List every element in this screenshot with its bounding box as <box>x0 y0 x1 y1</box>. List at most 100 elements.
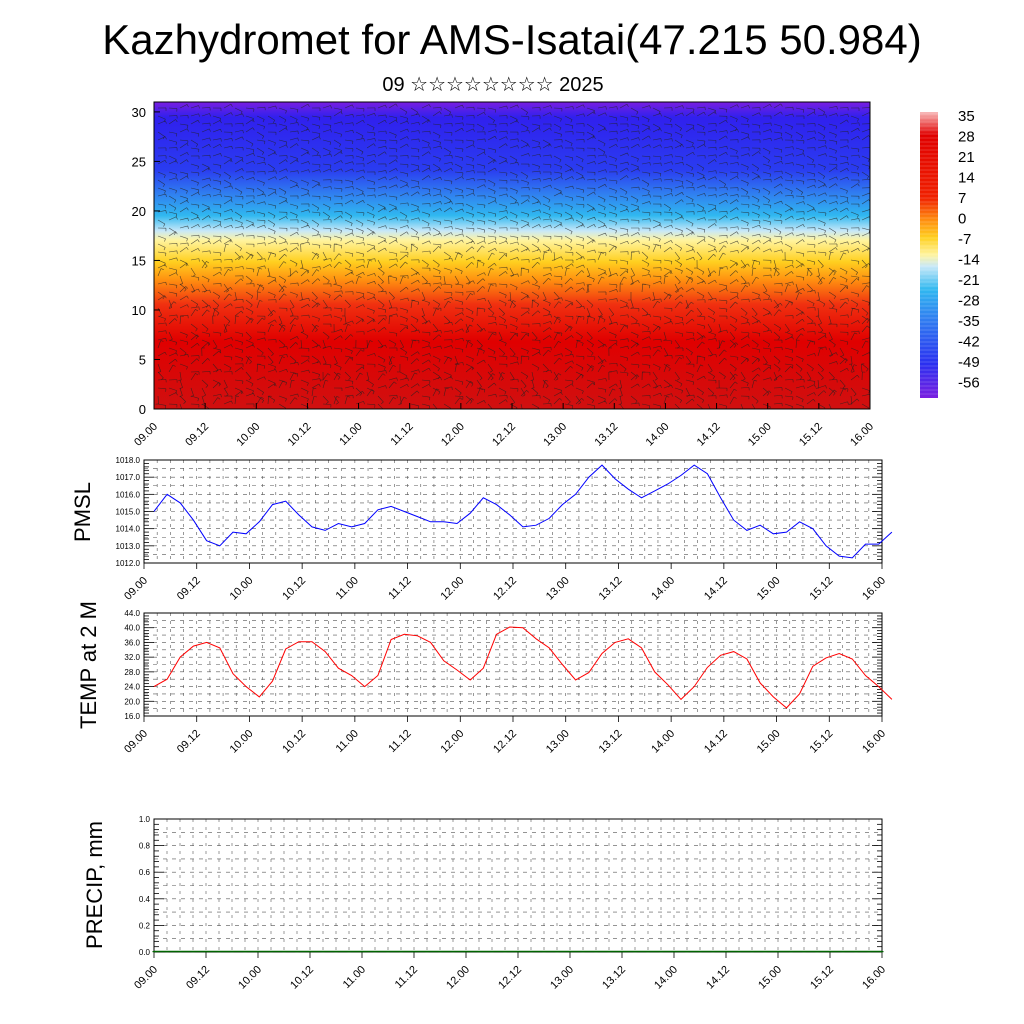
wind-barb <box>773 267 780 275</box>
wind-barb <box>421 395 430 398</box>
wind-barb <box>696 184 705 189</box>
wind-barb <box>366 340 371 349</box>
wind-barb <box>410 138 419 141</box>
wind-barb-flag <box>670 232 673 236</box>
wind-barb-flag <box>198 258 200 262</box>
wind-barb <box>674 155 683 158</box>
wind-barb-flag <box>550 105 552 109</box>
wind-barb-flag <box>207 342 211 346</box>
wind-barb-flag <box>219 181 222 185</box>
wind-barb-flag <box>162 184 165 188</box>
wind-barb <box>256 123 265 127</box>
wind-barb <box>729 301 736 309</box>
wind-barb <box>410 315 419 321</box>
wind-barb <box>718 394 727 397</box>
wind-barb <box>575 373 582 381</box>
wind-barb-flag <box>501 372 505 374</box>
wind-barb <box>190 387 194 396</box>
wind-barb-flag <box>780 191 783 195</box>
wind-barb <box>575 163 584 168</box>
wind-barb-flag <box>395 239 398 243</box>
wind-barb <box>487 252 493 261</box>
wind-barb-flag <box>525 376 529 379</box>
wind-barb <box>388 168 397 173</box>
wind-barb-flag <box>660 345 662 350</box>
wind-barb <box>597 298 606 301</box>
wind-barb-flag <box>186 207 189 211</box>
wind-barb <box>608 143 617 149</box>
wind-barb-flag <box>318 183 321 187</box>
wind-barb-flag <box>550 249 552 253</box>
wind-barb-flag <box>735 263 738 267</box>
wind-barb-flag <box>187 225 189 229</box>
wind-barb <box>179 225 188 229</box>
wind-barb <box>553 297 562 301</box>
wind-barb <box>168 231 176 237</box>
wind-barb <box>344 168 353 173</box>
wind-barb <box>762 283 768 292</box>
wind-barb <box>773 147 782 150</box>
wind-barb <box>619 103 628 109</box>
wind-barb-flag <box>329 197 332 201</box>
wind-barb <box>157 131 165 137</box>
wind-barb <box>663 240 672 245</box>
wind-barb <box>300 369 309 373</box>
wind-barb <box>850 291 859 295</box>
wind-barb <box>729 194 738 197</box>
wind-barb <box>817 251 826 254</box>
wind-barb-flag <box>615 158 617 162</box>
wind-barb <box>333 290 342 293</box>
wind-barb <box>234 339 243 343</box>
wind-barb-flag <box>814 137 816 141</box>
wind-barb-flag <box>726 146 728 150</box>
wind-barb-flag <box>758 214 760 218</box>
wind-barb <box>476 240 485 245</box>
wind-barb <box>685 171 694 175</box>
wind-barb <box>652 244 657 253</box>
wind-barb-flag <box>330 105 332 109</box>
wind-barb <box>179 371 182 380</box>
wind-barb-flag <box>385 370 387 374</box>
wind-barb-flag <box>531 387 535 389</box>
wind-barb <box>201 235 210 240</box>
wind-barb <box>487 248 496 253</box>
wind-barb-flag <box>272 168 275 172</box>
wind-barb-flag <box>492 333 496 336</box>
wind-barb-flag <box>833 232 837 235</box>
wind-barb-flag <box>699 257 703 261</box>
wind-barb-flag <box>483 165 486 169</box>
wind-barb-flag <box>308 161 310 165</box>
wind-barb <box>828 139 837 142</box>
wind-barb-flag <box>515 327 518 330</box>
wind-barb-flag <box>209 241 211 245</box>
wind-barb-flag <box>380 346 384 349</box>
wind-barb <box>410 235 419 238</box>
wind-barb <box>520 331 529 334</box>
wind-barb-flag <box>647 190 650 194</box>
wind-barb <box>751 151 759 157</box>
wind-barb <box>641 363 650 366</box>
wind-barb <box>707 235 716 240</box>
wind-barb <box>300 359 308 365</box>
wind-barb-flag <box>471 383 474 387</box>
wind-barb-flag <box>339 261 342 265</box>
wind-barb <box>410 267 418 273</box>
wind-barb <box>696 395 704 401</box>
wind-barb <box>344 320 353 325</box>
wind-barb <box>773 111 782 117</box>
wind-barb <box>267 147 276 152</box>
wind-barb-flag <box>274 279 277 283</box>
wind-barb-flag <box>846 341 849 345</box>
wind-barb <box>696 171 705 176</box>
wind-barb <box>267 395 275 401</box>
wind-barb <box>729 115 738 120</box>
wind-barb-flag <box>274 383 277 387</box>
wind-barb-flag <box>659 224 662 228</box>
wind-barb-flag <box>550 370 552 374</box>
wind-barb <box>641 307 649 314</box>
wind-barb-flag <box>185 286 189 289</box>
wind-barb-flag <box>758 190 760 194</box>
wind-barb-flag <box>163 247 166 251</box>
wind-barb <box>322 115 332 117</box>
wind-barb <box>784 387 793 392</box>
